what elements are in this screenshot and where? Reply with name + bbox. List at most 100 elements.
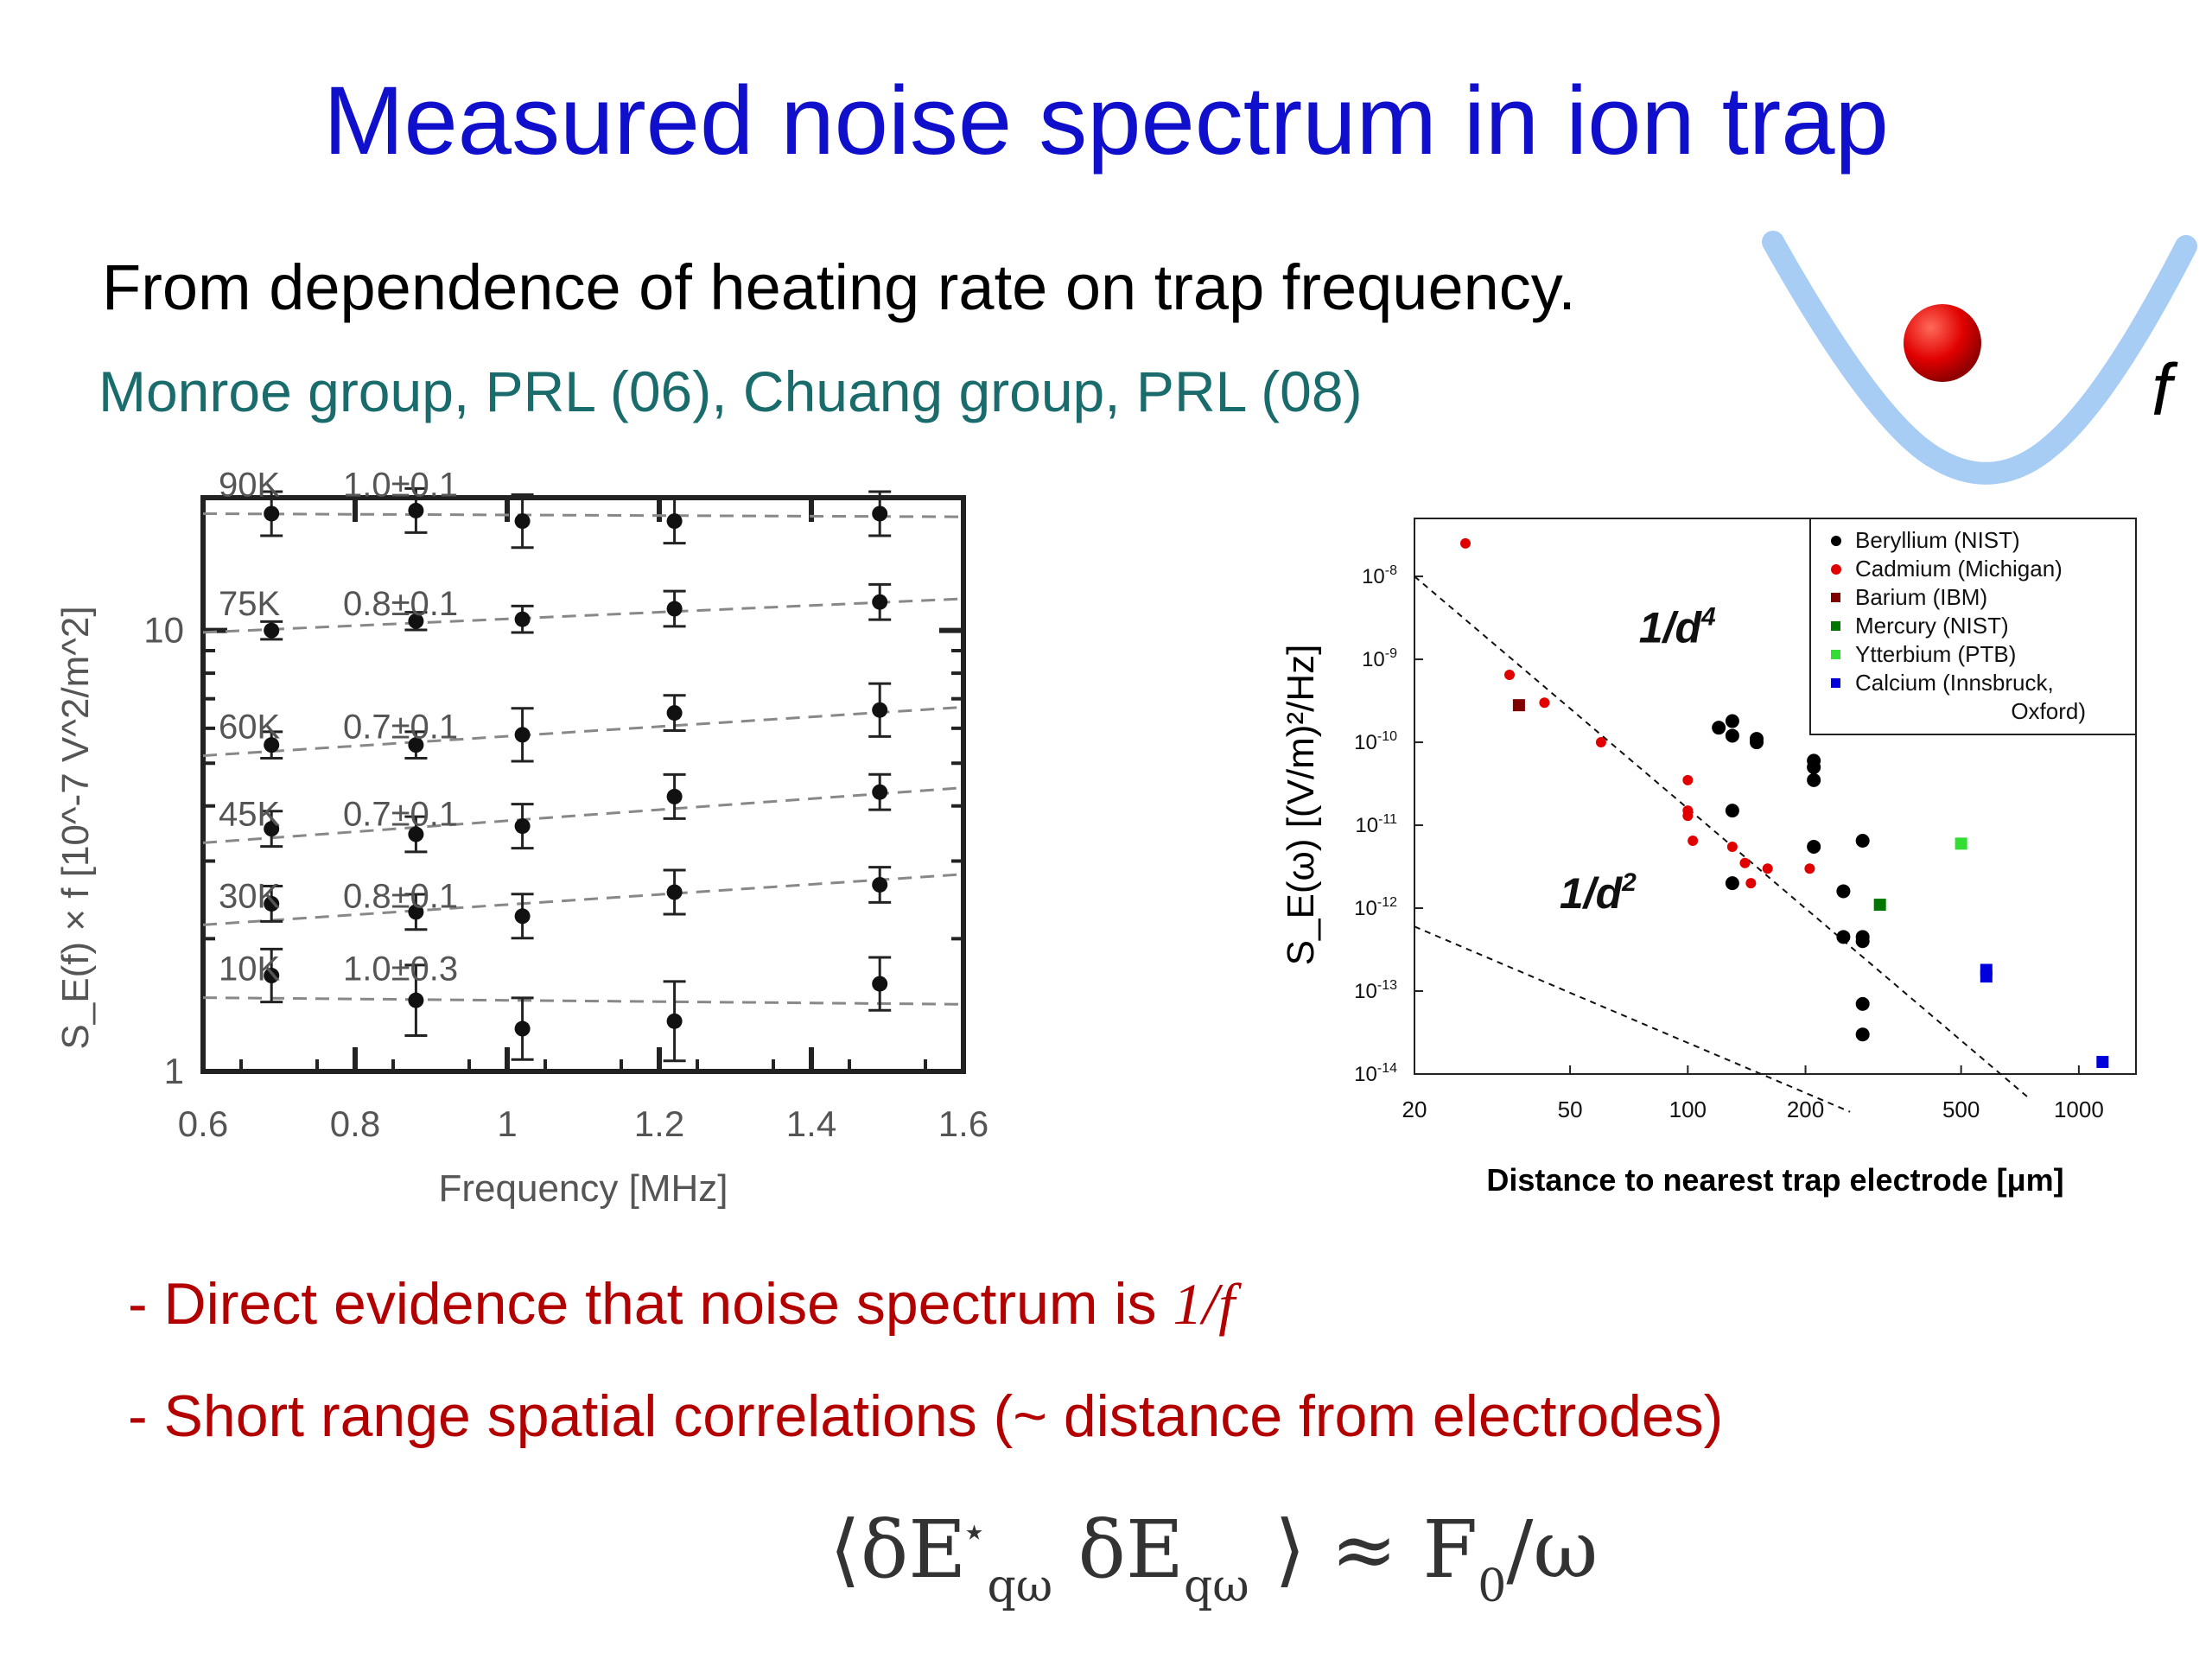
series-Beryllium (NIST) bbox=[1712, 714, 1870, 1042]
series-45K: 45K 0.7±0.1 bbox=[202, 772, 964, 854]
data-point bbox=[1980, 970, 1993, 983]
power-law-annotation: 1/d2 bbox=[1560, 868, 1637, 918]
data-point bbox=[1855, 834, 1870, 849]
fit-line bbox=[202, 597, 964, 634]
legend-label: Cadmium (Michigan) bbox=[1855, 556, 2063, 582]
data-point bbox=[264, 968, 280, 984]
data-point bbox=[1512, 699, 1525, 712]
potential-well-curve bbox=[1762, 231, 2197, 485]
formula-close: ⟩ ≈ F bbox=[1274, 1503, 1478, 1596]
data-point bbox=[1688, 836, 1699, 847]
x-tick-label: 1.6 bbox=[938, 1103, 988, 1144]
legend-label: Barium (IBM) bbox=[1855, 584, 1987, 610]
ion-sphere bbox=[1904, 304, 1981, 382]
data-point bbox=[514, 1020, 531, 1037]
series-Cadmium (Michigan) bbox=[1459, 537, 1815, 889]
series-temperature-label: 45K bbox=[219, 795, 280, 833]
data-point bbox=[1762, 863, 1773, 874]
data-point bbox=[264, 622, 280, 639]
data-point bbox=[264, 737, 280, 753]
slide-subtitle: From dependence of heating rate on trap … bbox=[102, 251, 1576, 323]
data-point bbox=[1745, 878, 1757, 889]
series-Calcium (Innsbruck, bbox=[1980, 963, 2109, 1068]
data-point bbox=[1873, 899, 1886, 912]
formula-open: ⟨δE bbox=[830, 1503, 967, 1596]
legend-label: Ytterbium (PTB) bbox=[1855, 641, 2016, 667]
bullet1-text: - Direct evidence that noise spectrum is bbox=[128, 1271, 1173, 1337]
legend-label: Calcium (Innsbruck, bbox=[1855, 670, 2054, 696]
fit-line bbox=[202, 512, 964, 518]
formula-mid: δE bbox=[1077, 1503, 1184, 1596]
legend-label: Beryllium (NIST) bbox=[1855, 527, 2020, 553]
data-point bbox=[1836, 930, 1851, 944]
data-point bbox=[264, 895, 280, 912]
data-point bbox=[1682, 810, 1694, 822]
data-point bbox=[1807, 772, 1821, 787]
right-plot-frame bbox=[1414, 518, 2137, 1075]
x-axis-label: Distance to nearest trap electrode [μm] bbox=[1486, 1162, 2063, 1198]
x-tick-label: 1.4 bbox=[786, 1103, 836, 1144]
fit-line bbox=[202, 705, 964, 758]
data-point bbox=[408, 904, 424, 920]
slide-title: Measured noise spectrum in ion trap bbox=[323, 67, 1889, 175]
data-point bbox=[872, 702, 888, 718]
data-point bbox=[1725, 804, 1739, 818]
data-point bbox=[872, 784, 888, 800]
data-point bbox=[264, 821, 280, 837]
series-slope-label: 0.7±0.1 bbox=[343, 709, 458, 747]
x-tick-label: 20 bbox=[1402, 1096, 1427, 1122]
guide-line bbox=[1414, 925, 1851, 1113]
series-temperature-label: 10K bbox=[219, 950, 280, 988]
series-30K: 30K 0.8±0.1 bbox=[202, 866, 964, 940]
y-tick-label: 10 bbox=[143, 610, 184, 651]
data-point bbox=[1807, 760, 1821, 774]
data-point bbox=[872, 876, 888, 893]
series-75K: 75K 0.8±0.1 bbox=[202, 582, 964, 641]
data-point bbox=[872, 976, 888, 992]
y-tick-label: 10-8 bbox=[1362, 563, 1397, 588]
formula-sub3: 0 bbox=[1478, 1560, 1507, 1612]
fit-line bbox=[202, 873, 964, 926]
y-tick-label: 10-14 bbox=[1354, 1061, 1397, 1086]
formula-tail: /ω bbox=[1506, 1503, 1599, 1596]
data-point bbox=[1955, 837, 1967, 850]
data-point bbox=[872, 505, 888, 522]
data-point bbox=[514, 727, 531, 743]
data-point bbox=[1725, 728, 1739, 743]
y-tick-label: 10-10 bbox=[1354, 729, 1397, 754]
data-point bbox=[1725, 714, 1739, 728]
y-tick-label: 10-11 bbox=[1355, 812, 1397, 837]
y-tick-label: 10-12 bbox=[1354, 895, 1397, 920]
bullet1-emphasis: 1/f bbox=[1173, 1271, 1236, 1337]
series-temperature-label: 60K bbox=[219, 709, 280, 747]
series-slope-label: 1.0±0.1 bbox=[343, 467, 458, 504]
data-point bbox=[1595, 737, 1606, 748]
data-point bbox=[1503, 670, 1515, 681]
legend-label: Oxford) bbox=[2011, 698, 2086, 724]
data-point bbox=[1739, 857, 1751, 868]
series-Ytterbium (PTB) bbox=[1955, 837, 1967, 850]
data-point bbox=[1712, 721, 1726, 735]
legend-label: Mercury (NIST) bbox=[1855, 613, 2009, 639]
frequency-symbol: f bbox=[2152, 349, 2178, 430]
series-90K: 90K 1.0±0.1 bbox=[202, 467, 964, 550]
x-tick-label: 0.6 bbox=[178, 1103, 228, 1144]
series-slope-label: 0.7±0.1 bbox=[343, 795, 458, 833]
series-60K: 60K 0.7±0.1 bbox=[202, 682, 964, 763]
power-law-annotation: 1/d4 bbox=[1639, 602, 1716, 652]
data-point bbox=[1459, 537, 1471, 549]
data-point bbox=[1855, 934, 1870, 949]
data-point bbox=[1725, 876, 1739, 891]
series-Mercury (NIST) bbox=[1873, 899, 1886, 912]
data-point bbox=[514, 818, 531, 835]
x-tick-label: 1 bbox=[497, 1103, 517, 1144]
series-slope-label: 1.0±0.3 bbox=[343, 950, 458, 988]
x-tick-label: 500 bbox=[1942, 1096, 1980, 1122]
legend-box bbox=[1809, 518, 2137, 735]
data-point bbox=[408, 613, 424, 629]
data-point bbox=[2096, 1055, 2109, 1068]
x-tick-label: 1.2 bbox=[634, 1103, 684, 1144]
data-point bbox=[666, 788, 683, 804]
series-slope-label: 0.8±0.1 bbox=[343, 877, 458, 915]
legend-marker bbox=[1831, 650, 1840, 659]
